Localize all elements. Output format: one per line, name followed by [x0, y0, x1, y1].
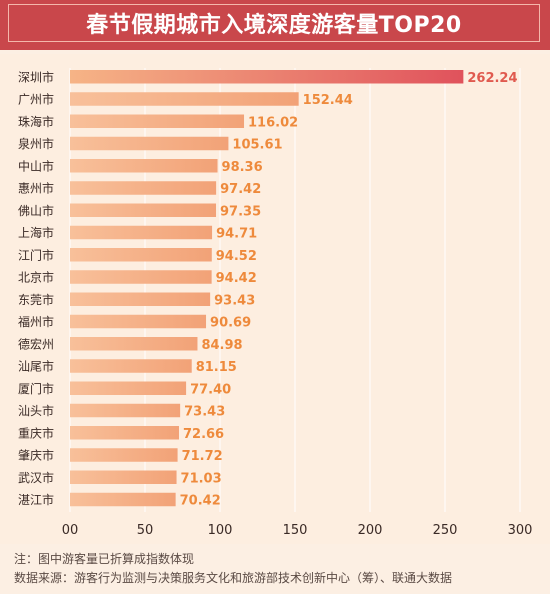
category-label: 重庆市 — [18, 425, 54, 440]
bar — [70, 92, 299, 106]
category-label: 泉州市 — [18, 136, 54, 151]
category-label: 中山市 — [18, 158, 54, 173]
category-label: 珠海市 — [18, 114, 54, 129]
x-tick-label: 150 — [283, 523, 308, 538]
bar — [70, 270, 212, 284]
x-tick-label: 200 — [358, 523, 383, 538]
value-label: 97.35 — [220, 204, 261, 219]
x-tick-label: 300 — [508, 523, 533, 538]
value-label: 93.43 — [214, 293, 255, 308]
category-label: 肇庆市 — [18, 448, 54, 463]
title-frame: 春节假期城市入境深度游客量TOP20 — [8, 4, 540, 42]
bar — [70, 381, 187, 395]
value-label: 97.42 — [220, 182, 261, 197]
category-label: 武汉市 — [18, 470, 54, 485]
category-label: 厦门市 — [18, 381, 54, 396]
data-source: 数据来源：游客行为监测与决策服务文化和旅游部技术创新中心（筹）、联通大数据 — [14, 571, 453, 585]
value-label: 94.52 — [216, 249, 257, 264]
bar — [70, 159, 218, 173]
category-label: 佛山市 — [18, 203, 54, 218]
value-label: 73.43 — [184, 405, 225, 420]
bar — [70, 225, 213, 240]
bar — [70, 448, 178, 462]
bar — [70, 359, 192, 373]
value-label: 105.61 — [232, 138, 282, 153]
value-label: 152.44 — [303, 93, 353, 108]
bar — [70, 114, 245, 128]
bar — [70, 470, 177, 484]
bar — [70, 314, 207, 329]
bar — [70, 136, 229, 151]
category-label: 汕头市 — [18, 403, 54, 418]
category-label: 深圳市 — [18, 69, 54, 84]
bar — [70, 492, 176, 507]
bar — [70, 337, 198, 351]
chart-title: 春节假期城市入境深度游客量TOP20 — [86, 13, 462, 38]
chart-note: 注：图中游客量已折算成指数体现 — [14, 552, 195, 566]
bar — [70, 181, 217, 195]
category-label: 东莞市 — [18, 292, 54, 307]
value-label: 262.24 — [467, 71, 517, 86]
bar — [70, 248, 212, 262]
bar — [70, 292, 211, 306]
value-label: 90.69 — [210, 316, 251, 331]
value-label: 81.15 — [196, 360, 237, 375]
bar — [70, 203, 217, 217]
category-label: 江门市 — [18, 247, 54, 262]
category-label: 北京市 — [18, 270, 54, 285]
value-label: 70.42 — [180, 494, 221, 509]
bar — [70, 426, 179, 440]
chart-notes: 注：图中游客量已折算成指数体现 数据来源：游客行为监测与决策服务文化和旅游部技术… — [14, 550, 544, 588]
value-label: 94.42 — [216, 271, 257, 286]
value-label: 116.02 — [248, 115, 298, 130]
x-tick-label: 00 — [62, 523, 79, 538]
category-label: 汕尾市 — [18, 359, 54, 374]
category-label: 上海市 — [18, 225, 54, 240]
bar — [70, 403, 181, 418]
value-label: 72.66 — [183, 427, 224, 442]
category-label: 德宏州 — [18, 336, 54, 351]
category-label: 福州市 — [18, 314, 54, 329]
x-tick-label: 50 — [137, 523, 154, 538]
bar-chart: 深圳市 262.24 广州市 152.44 珠海市 116.02 泉州市 105.61 中山市 9… — [18, 68, 533, 538]
category-label: 湛江市 — [18, 492, 54, 507]
value-label: 71.03 — [181, 471, 222, 486]
value-label: 71.72 — [182, 449, 223, 464]
value-label: 84.98 — [201, 338, 242, 353]
value-label: 98.36 — [222, 160, 263, 175]
title-bar: 春节假期城市入境深度游客量TOP20 — [0, 0, 550, 50]
value-label: 94.71 — [216, 227, 257, 242]
value-label: 77.40 — [190, 382, 231, 397]
x-tick-label: 250 — [433, 523, 458, 538]
x-tick-label: 100 — [208, 523, 233, 538]
category-label: 惠州市 — [18, 181, 54, 196]
category-label: 广州市 — [18, 92, 54, 107]
bar — [70, 70, 464, 84]
